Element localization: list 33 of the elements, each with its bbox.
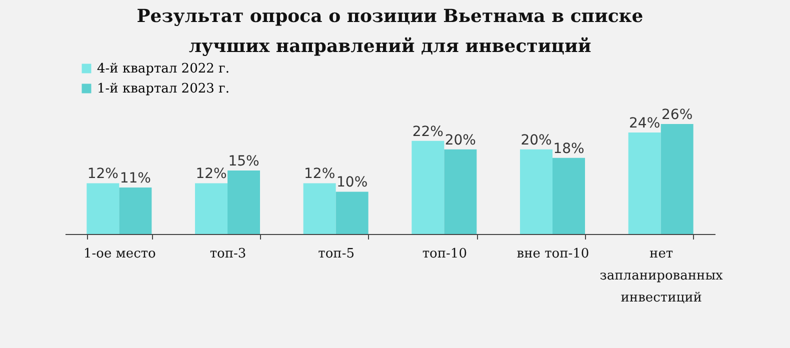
data-label: 18% bbox=[553, 140, 584, 157]
bar bbox=[86, 183, 120, 234]
x-tick-label: нет запланированных инвестиций bbox=[600, 246, 724, 306]
data-label: 12% bbox=[196, 166, 227, 182]
x-tick-label: топ-5 bbox=[318, 246, 355, 262]
chart-title: Результат опроса о позиции Вьетнама в списке лучших направлений для инвестиций bbox=[136, 6, 644, 57]
bar bbox=[228, 170, 260, 234]
data-label: 12% bbox=[304, 166, 336, 182]
data-label: 20% bbox=[520, 132, 552, 148]
data-label: 20% bbox=[444, 132, 476, 148]
bar bbox=[119, 187, 152, 234]
data-label: 26% bbox=[662, 107, 693, 123]
bar bbox=[628, 132, 661, 234]
x-tick-label: 1-ое место bbox=[83, 246, 156, 262]
bar bbox=[660, 124, 694, 234]
bar bbox=[444, 149, 477, 234]
data-label: 10% bbox=[336, 174, 368, 191]
bar bbox=[336, 192, 368, 234]
x-tick-label: вне топ-10 bbox=[516, 246, 590, 262]
legend-label: 4-й квартал 2022 г. bbox=[97, 62, 230, 76]
data-label: 11% bbox=[120, 170, 151, 186]
data-label: 22% bbox=[412, 124, 444, 140]
data-label: 24% bbox=[629, 115, 660, 132]
bar bbox=[520, 149, 552, 234]
data-label: 12% bbox=[87, 166, 118, 182]
x-tick-label: топ-3 bbox=[210, 246, 246, 262]
legend-label: 1-й квартал 2023 г. bbox=[97, 82, 230, 96]
bar bbox=[552, 158, 585, 234]
bar bbox=[195, 183, 228, 234]
x-tick-label: топ-10 bbox=[422, 246, 467, 262]
data-label: 15% bbox=[228, 154, 260, 170]
bar bbox=[303, 183, 336, 234]
bar bbox=[412, 140, 444, 234]
